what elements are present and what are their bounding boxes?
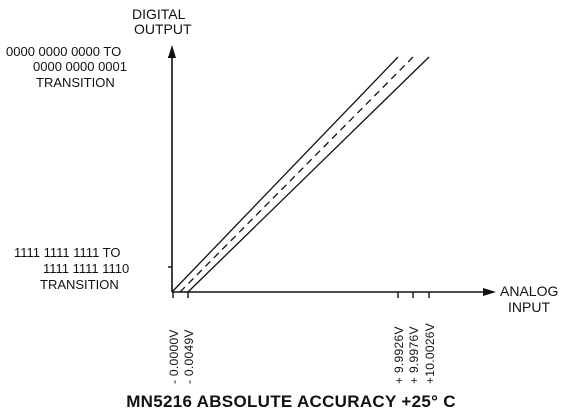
lower-limit-line	[187, 56, 430, 293]
x-tick-label-10026: +10.0026V	[423, 322, 437, 384]
bottom-code-line2: 1111 1111 1110	[43, 261, 130, 276]
y-axis-title-line2: OUTPUT	[134, 21, 192, 37]
figure-caption: MN5216 ABSOLUTE ACCURACY +25° C	[126, 392, 456, 411]
x-tick-label-9926: + 9.9926V	[392, 326, 406, 384]
x-tick-label-0049: - 0.0049V	[182, 329, 196, 384]
x-axis-arrow	[483, 288, 496, 296]
top-code-line3: TRANSITION	[36, 75, 115, 90]
y-axis-arrow	[168, 45, 176, 58]
top-code-line2: 0000 0000 0001	[33, 59, 127, 74]
y-axis-title-line1: DIGITAL	[132, 6, 186, 22]
x-axis-title-line1: ANALOG	[500, 283, 559, 299]
bottom-code-line3: TRANSITION	[40, 277, 119, 292]
ideal-transfer-line	[179, 56, 414, 293]
x-axis-title-line2: INPUT	[508, 299, 550, 315]
upper-limit-line	[171, 56, 399, 293]
x-tick-label-9976: + 9.9976V	[407, 326, 421, 384]
top-code-line1: 0000 0000 0000 TO	[6, 44, 122, 59]
x-tick-label-0000: - 0.0000V	[167, 329, 181, 384]
bottom-code-line1: 1111 1111 1111 TO	[14, 245, 121, 260]
